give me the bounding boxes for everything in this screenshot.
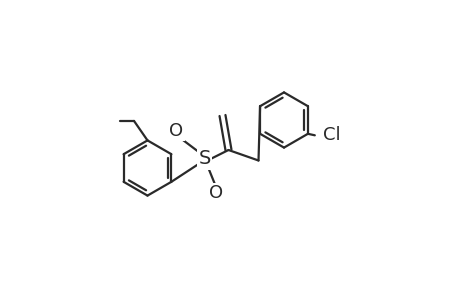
Text: S: S — [198, 149, 210, 169]
Text: O: O — [168, 122, 183, 140]
Text: Cl: Cl — [322, 126, 340, 144]
Text: O: O — [209, 184, 223, 202]
